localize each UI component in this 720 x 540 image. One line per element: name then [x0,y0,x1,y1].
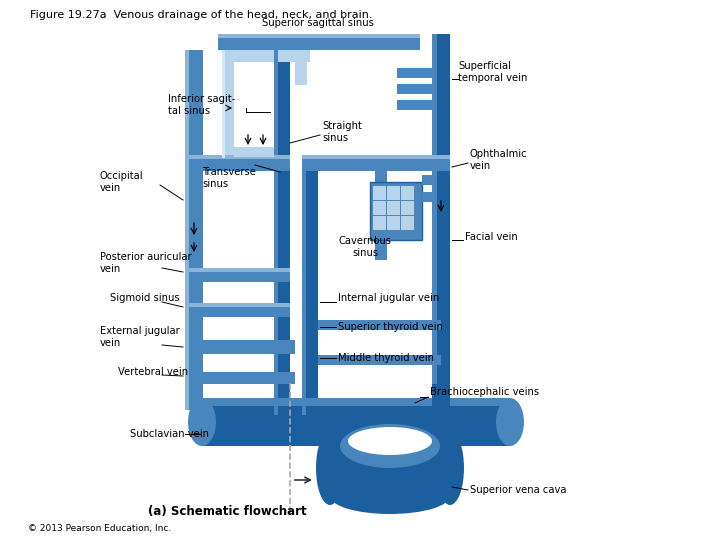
Text: Sigmoid sinus: Sigmoid sinus [110,293,179,303]
Ellipse shape [316,431,344,505]
Bar [397,68,432,78]
Bar [222,50,225,158]
Bar [318,355,441,365]
Bar [401,201,414,215]
Text: Internal jugular vein: Internal jugular vein [338,293,439,303]
Text: External jugular
vein: External jugular vein [100,326,180,348]
Bar [302,155,318,415]
Bar [432,34,450,384]
Bar [432,34,437,384]
Text: Vertebral vein: Vertebral vein [118,367,188,377]
Bar [185,268,290,272]
Bar [432,372,450,422]
Bar [330,441,450,496]
Text: Cavernous
sinus: Cavernous sinus [338,236,392,258]
Text: Straight
sinus: Straight sinus [322,121,362,143]
Text: Posterior auricular
vein: Posterior auricular vein [100,252,192,274]
Ellipse shape [436,431,464,505]
Text: Facial vein: Facial vein [465,232,518,242]
Bar [185,268,290,282]
Bar [218,34,420,50]
Bar [185,155,290,159]
Bar [202,398,510,446]
Bar [218,34,420,38]
Bar [185,155,290,171]
Ellipse shape [330,478,450,514]
Bar [302,384,318,398]
Text: Superior sagittal sinus: Superior sagittal sinus [262,18,374,28]
Bar [222,50,234,158]
Bar [185,340,295,354]
Bar [397,100,432,110]
Text: Superficial
temporal vein: Superficial temporal vein [458,61,527,83]
Bar [295,50,310,62]
Bar [387,186,400,200]
Bar [295,50,307,85]
Bar [375,171,387,182]
Text: Ophthalmic
vein: Ophthalmic vein [470,149,528,171]
Bar [302,155,306,415]
Bar [422,192,432,202]
Bar [274,384,290,398]
Text: Superior thyroid vein: Superior thyroid vein [338,322,443,332]
Text: Middle thyroid vein: Middle thyroid vein [338,353,434,363]
Text: Subclavian vein: Subclavian vein [130,429,209,439]
Bar [185,50,203,410]
Bar [373,186,386,200]
Bar [422,175,432,185]
Ellipse shape [496,398,524,446]
Text: Superior vena cava: Superior vena cava [470,485,567,495]
Bar [185,303,290,317]
Bar [387,216,400,230]
Bar [202,398,510,406]
Bar [373,216,386,230]
Bar [234,147,274,157]
Bar [222,50,302,62]
Bar [274,50,278,415]
Bar [401,186,414,200]
Text: Transverse
sinus: Transverse sinus [202,167,256,189]
Bar [375,240,387,260]
Ellipse shape [348,427,432,455]
Text: © 2013 Pearson Education, Inc.: © 2013 Pearson Education, Inc. [28,524,171,533]
Bar [274,50,290,415]
Text: Brachiocephalic veins: Brachiocephalic veins [430,387,539,397]
Bar [302,155,450,171]
Bar [302,155,450,159]
Bar [185,50,189,410]
Bar [185,340,189,354]
Bar [401,216,414,230]
Bar [318,320,441,330]
Bar [373,201,386,215]
Bar [185,372,295,384]
Text: (a) Schematic flowchart: (a) Schematic flowchart [148,505,307,518]
Bar [185,303,290,307]
Bar [370,182,422,240]
Bar [387,201,400,215]
Ellipse shape [188,398,216,446]
Bar [397,84,432,94]
Ellipse shape [340,424,440,468]
Text: Occipital
vein: Occipital vein [100,171,143,193]
Text: Figure 19.27a  Venous drainage of the head, neck, and brain.: Figure 19.27a Venous drainage of the hea… [30,10,372,20]
Bar [185,372,189,384]
Text: Inferior sagit-
tal sinus: Inferior sagit- tal sinus [168,94,235,116]
